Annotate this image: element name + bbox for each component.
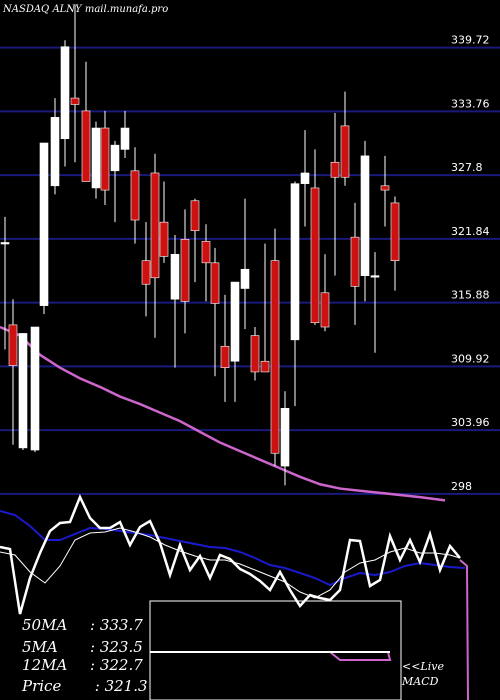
indicator-blue-line [0,510,466,587]
ma-5-value: : 323.5 [90,638,143,656]
macd-series-line [329,651,392,661]
candle-down [220,345,230,368]
ma-50-label: 50MA [22,616,68,634]
candle-up [60,46,70,140]
ma-12-line: 12MA : 322.7 [22,656,143,674]
candle-down [330,161,340,178]
price-label: Price [22,677,62,695]
candle-down [130,170,140,221]
macd-live-label: <<Live [402,660,444,673]
candle-down [270,260,280,454]
candle-down [100,127,110,191]
candle-down [190,200,200,232]
ma-50-value: : 333.7 [90,616,143,634]
candle-up [39,142,49,306]
ma-5-label: 5MA [22,638,58,656]
candle-up [360,155,370,276]
ma-12-value: : 322.7 [90,656,143,674]
candle-down [8,324,18,366]
y-tick-label: 339.72 [451,34,490,47]
candle-down [150,172,160,279]
candle-up [300,172,310,184]
ma-5-line: 5MA : 323.5 [22,638,143,656]
candle-down [210,262,220,304]
candle-down [390,202,400,261]
candle-down [70,97,80,105]
y-tick-label: 303.96 [451,416,490,429]
candle-up [230,281,240,362]
candle-down [340,125,350,178]
ticker-label: NASDAQ ALNY mail.munafa.pro [3,4,169,15]
candle-up [370,275,380,278]
candle-down [250,335,260,373]
indicator-white-line-1 [0,493,461,615]
price-line: Price : 321.3 [22,677,148,695]
y-tick-label: 327.8 [451,161,483,174]
macd-box [149,600,402,700]
candle-up [280,408,290,467]
ma-50-line: 50MA : 333.7 [22,616,143,634]
candle-up [290,183,300,341]
candle-up [50,117,60,187]
y-tick-label: 333.76 [451,97,490,110]
candle-up [30,326,40,451]
candle-up [240,268,250,289]
ma-long-line [0,325,446,502]
candle-down [380,185,390,191]
candle-down [260,360,270,373]
candle-up [91,127,101,189]
candle-up [0,242,10,245]
candle-down [350,236,360,287]
y-tick-label: 309.92 [451,352,490,365]
candle-up [170,253,180,300]
candle-down [159,221,169,257]
candle-down [320,292,330,328]
candle-up [18,333,28,449]
y-tick-label: 315.88 [451,289,490,302]
price-value: : 321.3 [90,677,148,695]
candle-down [81,110,91,182]
indicator-drop-line [459,559,469,700]
candle-up [110,144,120,172]
candle-down [310,187,320,324]
ma-12-label: 12MA [22,656,68,674]
candle-down [180,238,190,302]
macd-title-label: MACD [402,675,439,688]
candle-down [201,241,211,264]
y-tick-label: 298 [451,480,472,493]
candle-up [120,127,130,150]
y-tick-label: 321.84 [451,225,490,238]
candle-down [141,260,151,285]
